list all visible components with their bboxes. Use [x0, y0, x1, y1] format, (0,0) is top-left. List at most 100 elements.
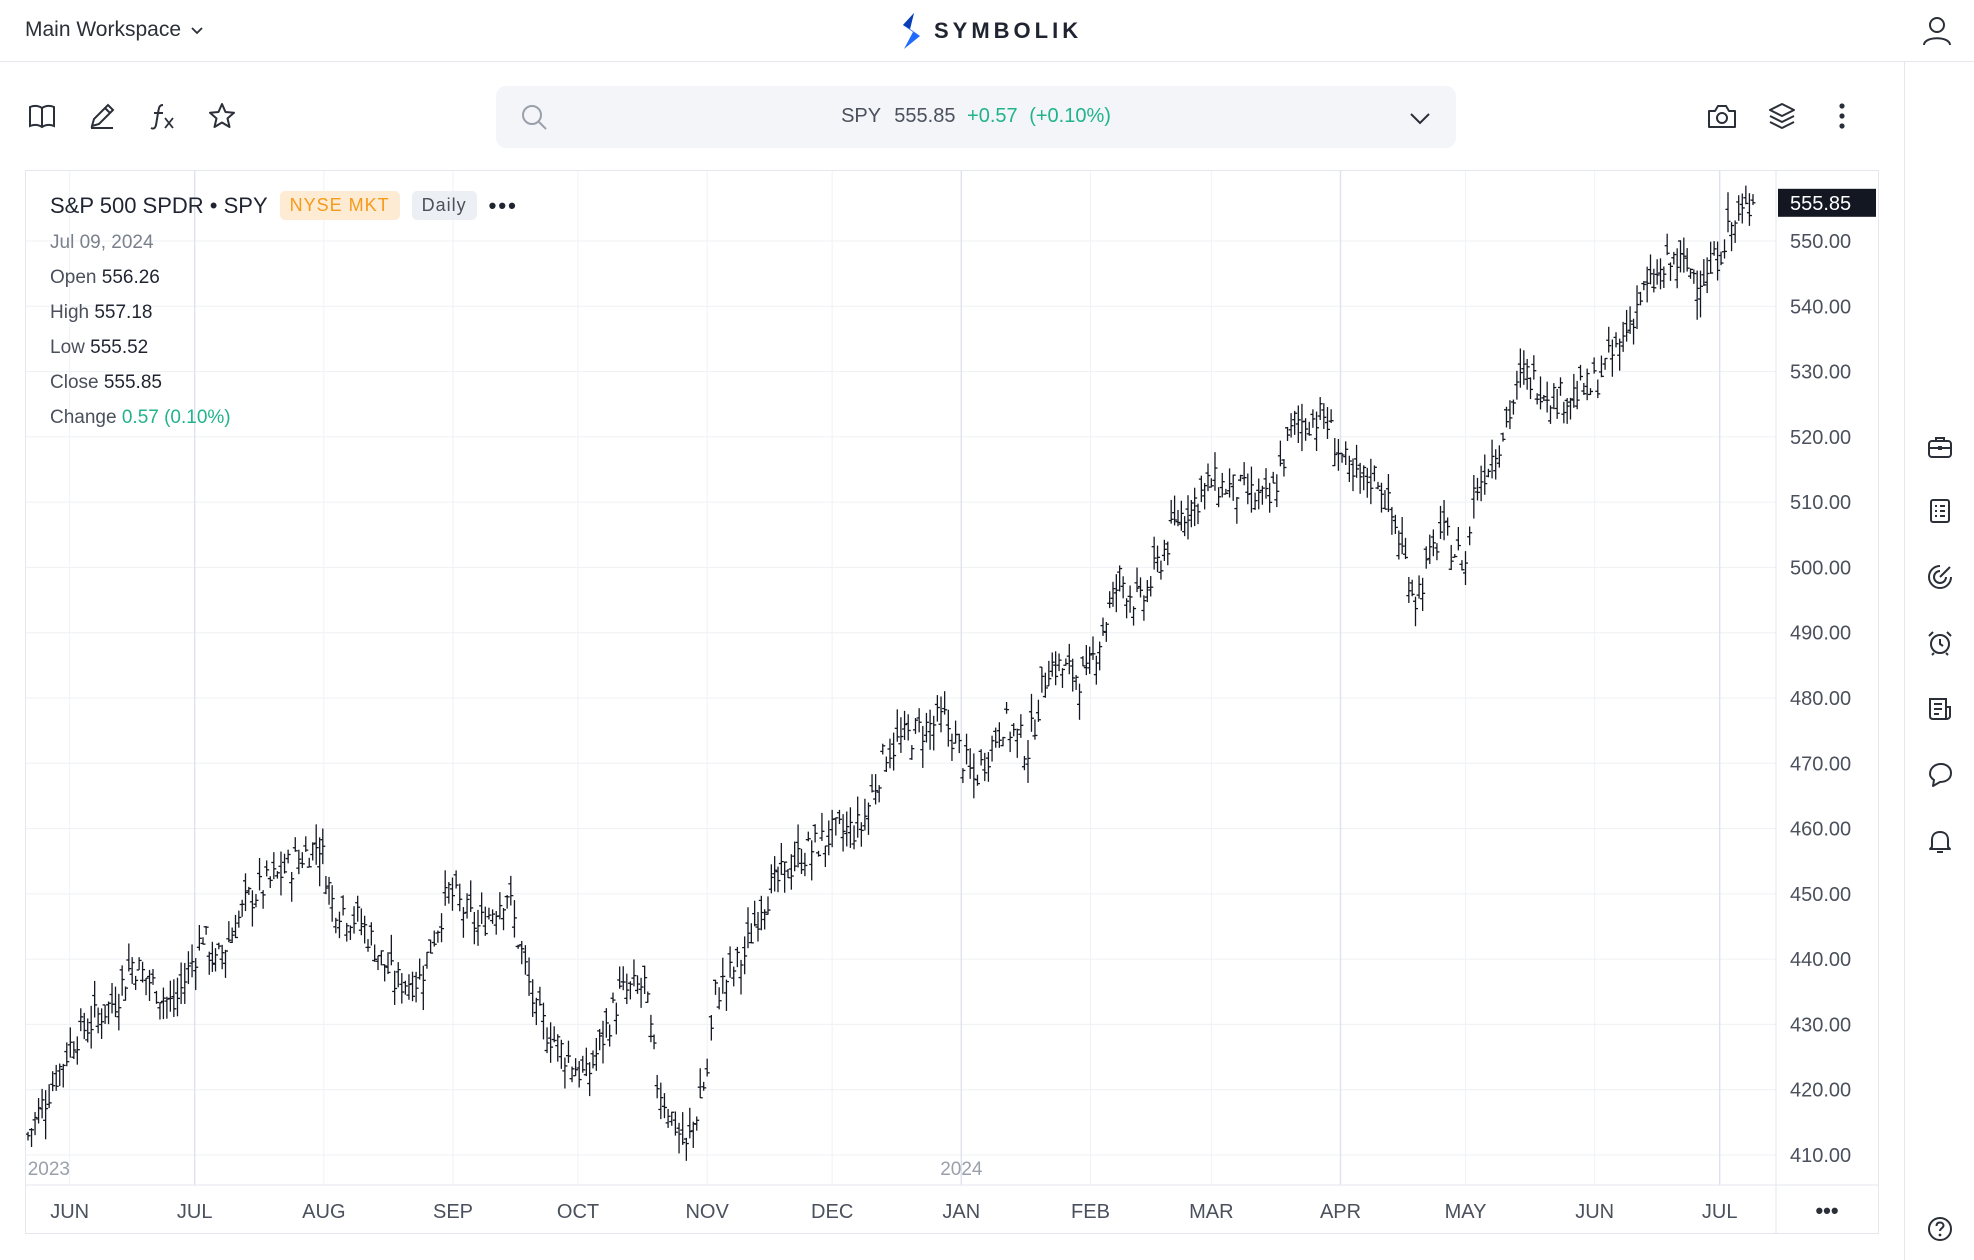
- ohlc-bar[interactable]: [931, 715, 937, 751]
- ohlc-bar[interactable]: [880, 743, 886, 755]
- ohlc-bar[interactable]: [189, 944, 195, 978]
- ohlc-bar[interactable]: [143, 977, 149, 996]
- ohlc-bar[interactable]: [1564, 398, 1570, 424]
- ohlc-bar[interactable]: [1025, 740, 1031, 783]
- ohlc-bar[interactable]: [1631, 318, 1637, 345]
- price-axis[interactable]: 550.00 540.00 530.00 520.00 510.00 500.00 490.…: [1790, 231, 1851, 1167]
- ohlc-bar[interactable]: [1478, 465, 1484, 502]
- ohlc-bar[interactable]: [942, 691, 948, 715]
- ohlc-bar[interactable]: [1613, 332, 1619, 348]
- ohlc-bar[interactable]: [200, 937, 206, 945]
- ohlc-bar[interactable]: [1063, 658, 1069, 666]
- ohlc-bar[interactable]: [1493, 449, 1499, 480]
- ohlc-bar[interactable]: [1471, 474, 1477, 519]
- ohlc-bar[interactable]: [1648, 254, 1653, 285]
- ohlc-bar[interactable]: [1438, 505, 1443, 539]
- ohlc-bar[interactable]: [1120, 576, 1126, 599]
- ohlc-bar[interactable]: [453, 870, 459, 889]
- ohlc-bar[interactable]: [713, 979, 718, 995]
- ohlc-bar[interactable]: [985, 752, 991, 782]
- ohlc-bar[interactable]: [102, 1004, 108, 1024]
- ohlc-bar[interactable]: [548, 1022, 554, 1063]
- ohlc-bar[interactable]: [669, 1111, 675, 1126]
- ohlc-bar[interactable]: [136, 957, 142, 971]
- ohlc-bar[interactable]: [1617, 338, 1623, 371]
- ohlc-bar[interactable]: [106, 1001, 112, 1025]
- ohlc-bar[interactable]: [1455, 527, 1461, 551]
- ohlc-bar[interactable]: [464, 893, 470, 919]
- ohlc-bar[interactable]: [71, 1041, 77, 1059]
- ohlc-bar[interactable]: [1299, 403, 1305, 452]
- ohlc-bar[interactable]: [1644, 266, 1650, 303]
- ohlc-bar[interactable]: [1354, 444, 1360, 478]
- ohlc-bar[interactable]: [1131, 606, 1137, 626]
- ohlc-bar[interactable]: [600, 1020, 606, 1064]
- radar-icon[interactable]: [1925, 562, 1955, 592]
- chat-icon[interactable]: [1925, 760, 1955, 790]
- ohlc-bar[interactable]: [406, 974, 412, 1000]
- chart-canvas[interactable]: 550.00 540.00 530.00 520.00 510.00 500.00 490.…: [26, 171, 1878, 1233]
- ohlc-bar[interactable]: [1581, 382, 1587, 396]
- ohlc-bar[interactable]: [1448, 544, 1454, 571]
- ohlc-bar[interactable]: [1113, 574, 1119, 613]
- ohlc-bar[interactable]: [95, 1007, 101, 1034]
- ohlc-bar[interactable]: [1708, 241, 1714, 274]
- ohlc-bar[interactable]: [802, 852, 808, 877]
- pencil-icon[interactable]: [86, 100, 118, 132]
- ohlc-bar[interactable]: [368, 922, 374, 946]
- ohlc-bar[interactable]: [1427, 534, 1433, 565]
- ohlc-bar[interactable]: [1241, 462, 1247, 486]
- ohlc-bar[interactable]: [1346, 455, 1352, 483]
- ohlc-bar[interactable]: [891, 732, 897, 771]
- ohlc-bar[interactable]: [826, 820, 832, 856]
- ohlc-bar[interactable]: [226, 921, 232, 943]
- ohlc-bar[interactable]: [347, 925, 353, 940]
- ohlc-bar[interactable]: [253, 894, 259, 908]
- ohlc-bar[interactable]: [164, 996, 170, 1019]
- ohlc-bar[interactable]: [1544, 381, 1550, 413]
- ohlc-bar[interactable]: [508, 875, 514, 906]
- ohlc-bar[interactable]: [43, 1090, 49, 1140]
- ohlc-bar[interactable]: [778, 842, 784, 875]
- ohlc-bar[interactable]: [1651, 268, 1657, 293]
- ohlc-bar[interactable]: [209, 941, 215, 972]
- ohlc-bar[interactable]: [1409, 579, 1415, 597]
- ohlc-bar[interactable]: [1182, 516, 1188, 537]
- ohlc-bar[interactable]: [562, 1057, 568, 1089]
- ohlc-bar[interactable]: [805, 831, 811, 842]
- ohlc-bar[interactable]: [1378, 482, 1384, 513]
- ohlc-bar[interactable]: [264, 860, 270, 877]
- ohlc-bar[interactable]: [333, 917, 339, 934]
- ohlc-bar[interactable]: [1306, 421, 1312, 436]
- layers-icon[interactable]: [1766, 100, 1798, 132]
- ohlc-bar[interactable]: [833, 817, 839, 836]
- ohlc-bar[interactable]: [1364, 467, 1370, 498]
- ohlc-bar[interactable]: [1042, 672, 1048, 698]
- ohlc-bar[interactable]: [902, 710, 908, 740]
- ohlc-bar[interactable]: [1328, 409, 1334, 424]
- ohlc-bar[interactable]: [1681, 237, 1687, 273]
- ohlc-bar[interactable]: [840, 814, 846, 852]
- ohlc-bar[interactable]: [734, 946, 740, 968]
- ohlc-bar[interactable]: [174, 977, 180, 1017]
- ohlc-bar[interactable]: [978, 749, 984, 766]
- ohlc-bar[interactable]: [310, 842, 316, 861]
- news-icon[interactable]: [1925, 694, 1955, 724]
- ohlc-bar[interactable]: [358, 908, 364, 936]
- ohlc-bar[interactable]: [1028, 693, 1034, 732]
- ohlc-bar[interactable]: [798, 848, 804, 874]
- ohlc-bar[interactable]: [317, 837, 323, 887]
- ohlc-bar[interactable]: [762, 909, 768, 930]
- ohlc-bar[interactable]: [1510, 399, 1516, 415]
- ohlc-bar[interactable]: [57, 1063, 63, 1087]
- ohlc-bar[interactable]: [1602, 357, 1608, 370]
- ohlc-bar[interactable]: [1558, 377, 1563, 396]
- ohlc-bar[interactable]: [1489, 439, 1495, 479]
- ohlc-bar[interactable]: [519, 940, 525, 965]
- ohlc-bar[interactable]: [185, 951, 191, 985]
- ohlc-bar[interactable]: [1467, 526, 1473, 546]
- ohlc-bar[interactable]: [701, 1081, 707, 1091]
- ohlc-bar[interactable]: [597, 1028, 603, 1051]
- ohlc-bar[interactable]: [362, 915, 368, 944]
- ohlc-bar[interactable]: [223, 949, 228, 978]
